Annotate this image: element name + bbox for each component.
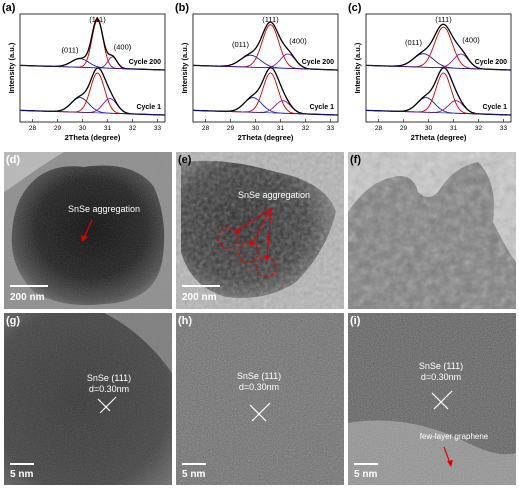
x-tick-label: 28 <box>375 125 383 132</box>
scale-label-e: 200 nm <box>182 292 217 303</box>
x-tick-label: 29 <box>227 125 235 132</box>
baseline-line <box>365 110 512 116</box>
plot-frame <box>192 13 339 123</box>
xrd-chart-b: 28 29 30 31 32 33 2Theta (degree) Intensity (a.… <box>180 13 339 142</box>
x-tick-label: 33 <box>327 125 335 132</box>
tem-image-d: SnSe aggregation 200 nm (d) <box>4 152 172 309</box>
x-tick-label: 29 <box>54 125 62 132</box>
x-tick-label: 30 <box>425 125 433 132</box>
xrd-chart-c: 28 29 30 31 32 33 2Theta (degree) Intensity (a.… <box>353 13 512 142</box>
scalebar-d <box>10 285 48 287</box>
y-axis-title: Intensity (a.u.) <box>7 42 16 93</box>
peak-label: (111) <box>435 15 452 24</box>
peak-label: (111) <box>89 15 106 24</box>
panel-label-h: (h) <box>178 315 193 327</box>
hrtem-texture-g <box>4 313 172 485</box>
panel-label-b: (b) <box>175 2 190 14</box>
lattice-label-i: SnSe (111) d=0.30nm <box>396 361 486 383</box>
scalebar-g <box>10 463 34 465</box>
x-tick-label: 31 <box>277 125 285 132</box>
peak-label: (111) <box>262 15 279 24</box>
panel-b: (b) 28 29 30 31 32 33 2Theta (degree) Intensity… <box>173 0 346 150</box>
baseline-line <box>19 65 166 71</box>
lattice-label-h: SnSe (111) d=0.30nm <box>214 371 304 393</box>
x-axis-title: 2Theta (degree) <box>411 133 467 142</box>
tem-texture-f <box>348 152 516 309</box>
baseline-line <box>192 110 339 116</box>
lattice-spacing-h: d=0.30nm <box>238 382 280 392</box>
hrtem-image-i: SnSe (111) d=0.30nm few-layer graphene 5… <box>348 313 516 485</box>
peak-label: (011) <box>232 40 249 49</box>
cycle-label: Cycle 1 <box>136 104 161 111</box>
baseline-line <box>19 110 166 116</box>
x-tick-label: 33 <box>154 125 162 132</box>
hrtem-image-g: SnSe (111) d=0.30nm 5 nm (g) <box>4 313 172 485</box>
x-tick-label: 30 <box>79 125 87 132</box>
xrd-chart-a: 28 29 30 31 32 33 2Theta (degree) Intensity (a.… <box>7 13 166 142</box>
x-axis-title: 2Theta (degree) <box>238 133 294 142</box>
plot-frame <box>365 13 512 123</box>
x-tick-label: 32 <box>302 125 310 132</box>
lattice-label-g: SnSe (111) d=0.30nm <box>64 373 154 395</box>
peak-label: (011) <box>405 38 422 47</box>
x-tick-label: 28 <box>202 125 210 132</box>
baseline-line <box>365 65 512 71</box>
tem-label-d: SnSe aggregation <box>67 204 141 214</box>
x-tick-label: 31 <box>104 125 112 132</box>
hrtem-texture-i <box>348 313 516 485</box>
x-tick-label: 29 <box>400 125 408 132</box>
peak-label: (400) <box>289 36 307 45</box>
x-tick-label: 28 <box>29 125 37 132</box>
panel-a: (a) 28 29 30 31 32 33 2Theta (degree) Intensity… <box>0 0 173 150</box>
peak-label: (011) <box>62 45 79 54</box>
x-tick-label: 31 <box>450 125 458 132</box>
panel-label-f: (f) <box>350 154 361 166</box>
x-tick-label: 30 <box>252 125 260 132</box>
lattice-plane-i: SnSe (111) <box>418 361 464 371</box>
scale-label-h: 5 nm <box>182 469 206 480</box>
plot-frame <box>19 13 166 123</box>
x-axis-title: 2Theta (degree) <box>65 133 121 142</box>
peak-label: (400) <box>114 43 132 52</box>
panel-label-d: (d) <box>6 154 21 166</box>
scale-label-i: 5 nm <box>354 469 378 480</box>
x-tick-label: 32 <box>129 125 137 132</box>
arrow-d <box>81 219 93 242</box>
cycle-label: Cycle 1 <box>309 104 334 111</box>
lattice-plane-g: SnSe (111) <box>86 373 132 383</box>
scalebar-h <box>182 463 206 465</box>
cycle-label: Cycle 1 <box>482 104 507 111</box>
scale-label-g: 5 nm <box>10 469 34 480</box>
panel-label-e: (e) <box>178 154 192 166</box>
tem-label-e: SnSe aggregation <box>237 190 311 200</box>
panel-label-i: (i) <box>350 315 361 327</box>
hrtem-texture-h <box>176 313 344 485</box>
tem-image-e: SnSe aggregation 200 nm (e) <box>176 152 344 309</box>
cycle-label: Cycle 200 <box>475 59 507 66</box>
lattice-spacing-g: d=0.30nm <box>88 384 130 394</box>
y-axis-title: Intensity (a.u.) <box>353 42 362 93</box>
lattice-spacing-i: d=0.30nm <box>420 372 462 382</box>
y-axis-title: Intensity (a.u.) <box>180 42 189 93</box>
panel-label-a: (a) <box>2 2 16 14</box>
scale-label-d: 200 nm <box>10 292 45 303</box>
panel-c: (c) 28 29 30 31 32 33 2Theta (degree) Intensity… <box>346 0 519 150</box>
peak-label: (400) <box>462 35 480 44</box>
lattice-plane-h: SnSe (111) <box>236 371 282 381</box>
x-tick-label: 32 <box>475 125 483 132</box>
hrtem-image-h: SnSe (111) d=0.30nm 5 nm (h) <box>176 313 344 485</box>
panel-label-g: (g) <box>6 315 21 327</box>
panel-label-c: (c) <box>348 2 362 14</box>
scalebar-e <box>182 285 220 287</box>
tem-texture-d <box>4 152 172 309</box>
graphene-label-i: few-layer graphene <box>419 432 489 441</box>
tem-texture-e <box>176 152 344 309</box>
baseline-line <box>192 65 339 71</box>
x-tick-label: 33 <box>500 125 508 132</box>
cycle-label: Cycle 200 <box>129 59 161 66</box>
tem-image-f: (f) <box>348 152 516 309</box>
cycle-label: Cycle 200 <box>302 59 334 66</box>
scalebar-i <box>354 463 378 465</box>
